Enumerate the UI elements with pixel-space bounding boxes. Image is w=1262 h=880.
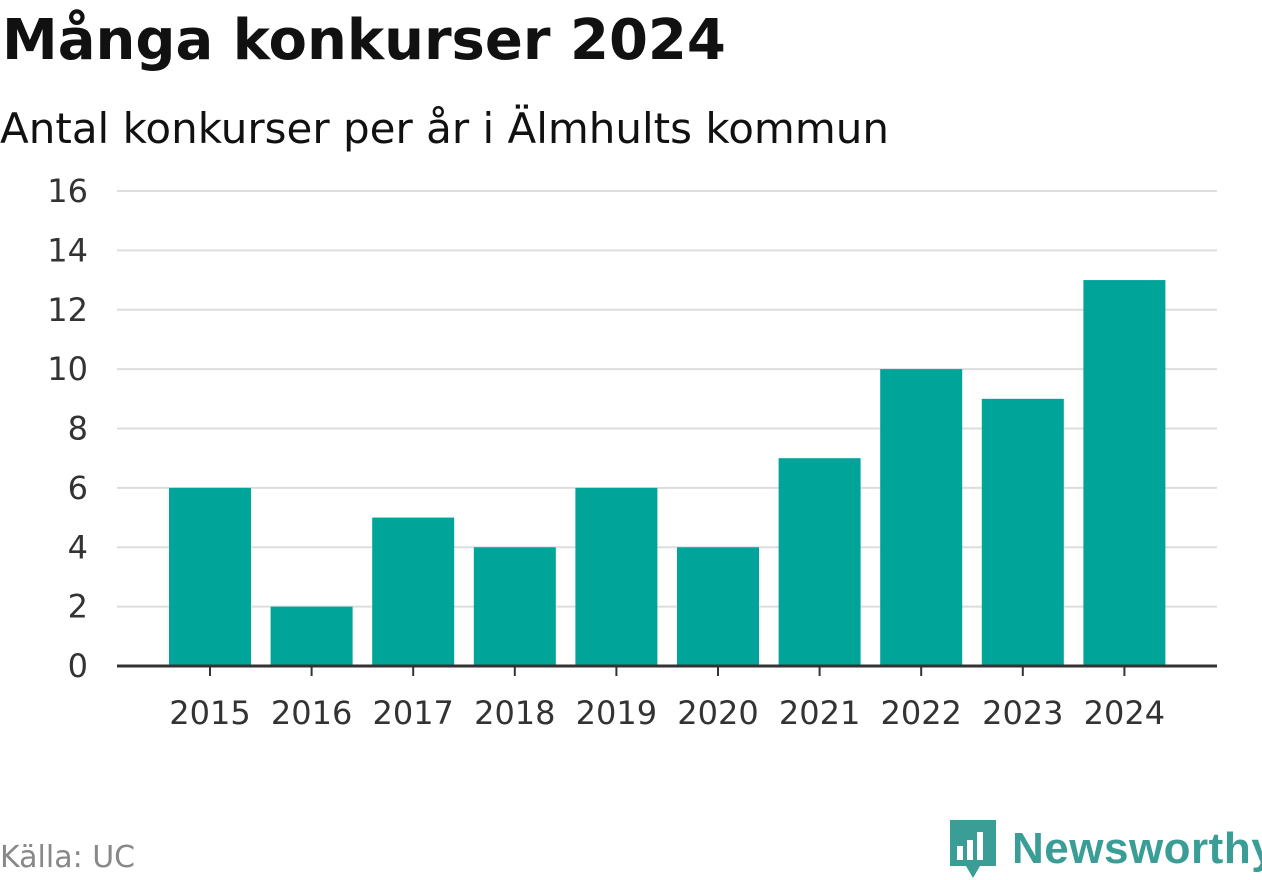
chart-title: Många konkurser 2024: [2, 8, 726, 73]
x-tick-label: 2016: [271, 694, 352, 732]
bar-2024: [1083, 280, 1166, 666]
bar-2019: [575, 487, 658, 666]
bar-2016: [270, 606, 353, 666]
x-tick-label: 2015: [169, 694, 250, 732]
brand-name: Newsworthy: [1012, 824, 1262, 873]
x-axis-ticks: 2015 2016 2017 2018 2019 2020 2021 2022 2023 2024: [169, 666, 1165, 732]
bars: [169, 280, 1166, 666]
bar-2015: [169, 487, 251, 666]
y-tick-label: 8: [68, 410, 88, 448]
bar-2022: [880, 369, 963, 666]
bar-2020: [677, 547, 759, 666]
x-tick-label: 2017: [372, 694, 453, 732]
y-tick-label: 6: [68, 469, 88, 507]
x-tick-label: 2020: [677, 694, 758, 732]
brand-logo: Newsworthy: [948, 818, 1262, 880]
x-tick-label: 2019: [576, 694, 657, 732]
bar-2017: [372, 517, 455, 666]
bar-2023: [981, 398, 1064, 666]
x-tick-label: 2018: [474, 694, 555, 732]
x-tick-label: 2024: [1084, 694, 1165, 732]
y-tick-label: 14: [47, 231, 88, 269]
y-tick-label: 16: [47, 172, 88, 210]
source-note: Källa: UC: [0, 840, 136, 875]
y-tick-label: 4: [68, 528, 88, 566]
y-axis-ticks: 0 2 4 6 8 10 12 14 16: [47, 172, 88, 685]
y-tick-label: 12: [47, 291, 88, 329]
x-tick-label: 2023: [982, 694, 1063, 732]
x-tick-label: 2021: [779, 694, 860, 732]
y-tick-label: 10: [47, 350, 88, 388]
bar-2018: [473, 547, 556, 666]
newsworthy-logo-icon: [950, 820, 996, 878]
x-tick-label: 2022: [880, 694, 961, 732]
y-tick-label: 0: [68, 647, 88, 685]
bar-2021: [778, 458, 861, 666]
chart-subtitle: Antal konkurser per år i Älmhults kommun: [0, 104, 889, 153]
y-tick-label: 2: [68, 588, 88, 626]
